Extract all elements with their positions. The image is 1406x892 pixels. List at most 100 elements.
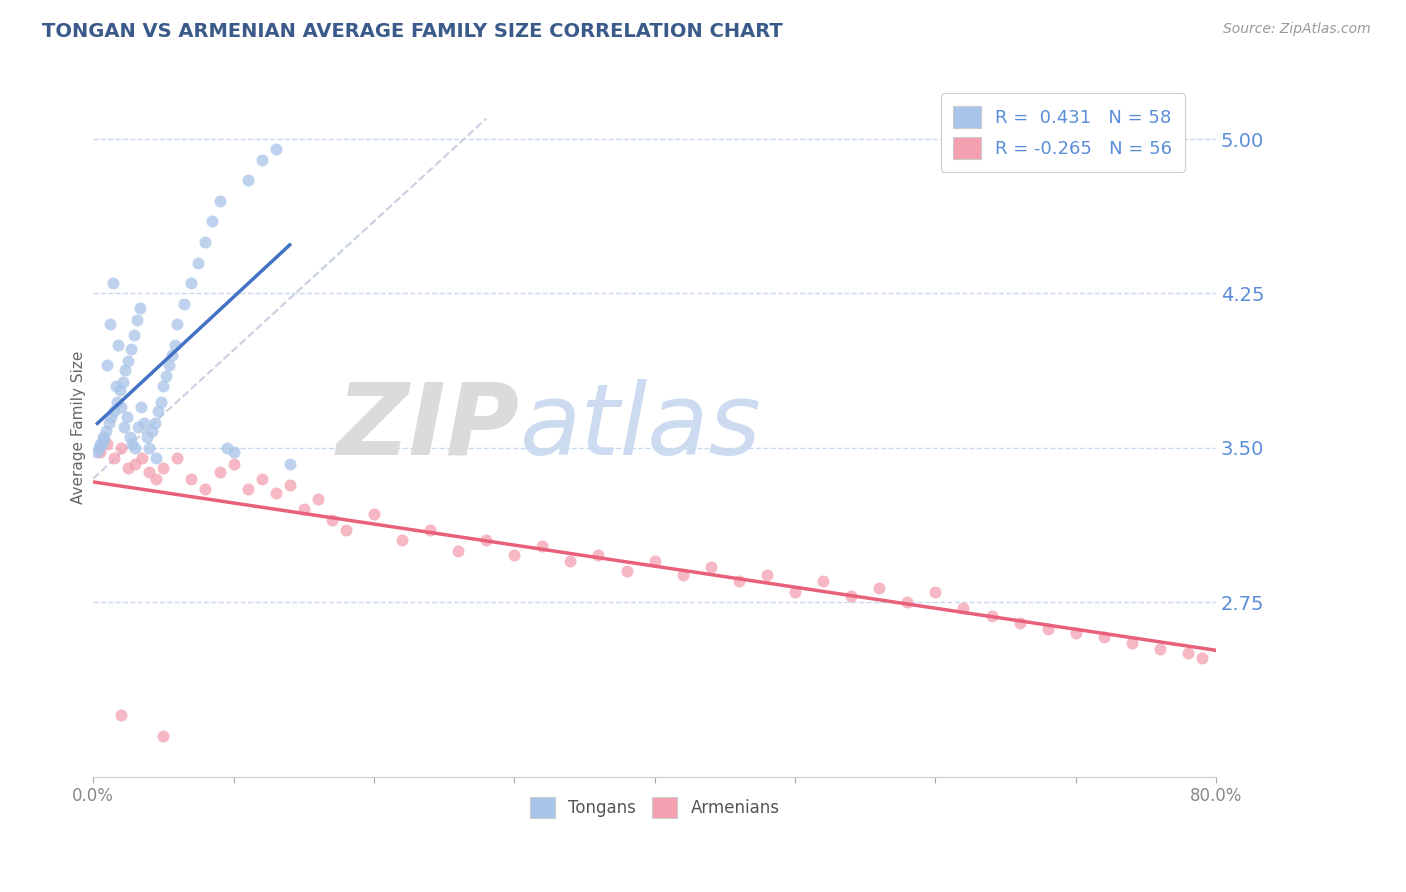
Point (152, 379, 174, 393)
Point (117, 354, 139, 368)
Point (141, 424, 163, 438)
Point (89, 436, 111, 450)
Point (755, 568, 778, 582)
Point (143, 416, 166, 430)
Point (124, 441, 146, 455)
Point (503, 548, 526, 562)
Point (811, 574, 834, 589)
Point (110, 708, 132, 723)
Point (728, 574, 751, 589)
Point (118, 430, 141, 444)
Point (93, 433, 115, 447)
Point (131, 450, 153, 465)
Point (98, 318, 121, 332)
Point (87, 441, 110, 455)
Point (124, 457, 146, 471)
Point (419, 523, 441, 537)
Point (166, 318, 188, 332)
Point (321, 513, 343, 527)
Point (1036, 622, 1059, 636)
Point (278, 477, 301, 491)
Point (1121, 636, 1143, 650)
Point (588, 548, 610, 562)
Point (363, 507, 385, 521)
Point (132, 416, 155, 430)
Point (1191, 650, 1213, 665)
Point (105, 395, 128, 409)
Point (129, 400, 152, 414)
Point (138, 441, 160, 455)
Point (104, 379, 127, 393)
Point (1092, 630, 1115, 644)
Point (96, 436, 118, 450)
Point (672, 568, 695, 582)
Point (278, 457, 301, 471)
Point (839, 589, 862, 603)
Point (135, 430, 157, 444)
Point (107, 338, 129, 352)
Point (1177, 647, 1199, 661)
Point (187, 255, 209, 269)
Point (1008, 615, 1031, 630)
Point (896, 595, 918, 609)
Point (236, 482, 259, 496)
Point (173, 296, 195, 310)
Point (110, 441, 132, 455)
Point (391, 533, 413, 548)
Text: atlas: atlas (520, 378, 762, 475)
Point (208, 466, 231, 480)
Point (531, 540, 554, 554)
Point (112, 420, 135, 434)
Point (194, 482, 217, 496)
Point (157, 359, 180, 373)
Point (250, 153, 273, 167)
Point (117, 461, 139, 475)
Point (783, 584, 806, 599)
Point (101, 276, 124, 290)
Point (1064, 625, 1087, 640)
Point (222, 445, 245, 459)
Point (215, 441, 238, 455)
Point (90, 436, 112, 450)
Point (114, 362, 136, 376)
Point (111, 375, 134, 389)
Point (103, 403, 125, 417)
Point (115, 409, 138, 424)
Point (868, 581, 890, 595)
Point (163, 338, 186, 352)
Point (138, 466, 160, 480)
Point (222, 457, 245, 471)
Point (616, 564, 638, 578)
Point (924, 584, 946, 599)
Point (149, 395, 172, 409)
Text: ZIP: ZIP (337, 378, 520, 475)
Point (160, 348, 183, 362)
Point (264, 486, 287, 500)
Point (152, 729, 174, 743)
Point (86, 445, 108, 459)
Text: Source: ZipAtlas.com: Source: ZipAtlas.com (1223, 22, 1371, 37)
Point (128, 301, 150, 315)
Point (250, 472, 273, 486)
Point (91, 430, 114, 444)
Point (94, 424, 117, 438)
Point (122, 327, 145, 342)
Point (146, 403, 169, 417)
Point (180, 472, 202, 486)
Point (264, 143, 287, 157)
Point (127, 420, 149, 434)
Point (208, 194, 231, 208)
Point (560, 554, 582, 568)
Point (201, 214, 224, 228)
Point (89, 445, 111, 459)
Text: TONGAN VS ARMENIAN AVERAGE FAMILY SIZE CORRELATION CHART: TONGAN VS ARMENIAN AVERAGE FAMILY SIZE C… (42, 22, 783, 41)
Point (166, 450, 188, 465)
Point (1149, 642, 1171, 657)
Point (447, 543, 470, 558)
Point (145, 450, 167, 465)
Point (97, 416, 120, 430)
Point (292, 502, 315, 516)
Point (307, 492, 329, 507)
Point (475, 533, 498, 548)
Point (335, 523, 357, 537)
